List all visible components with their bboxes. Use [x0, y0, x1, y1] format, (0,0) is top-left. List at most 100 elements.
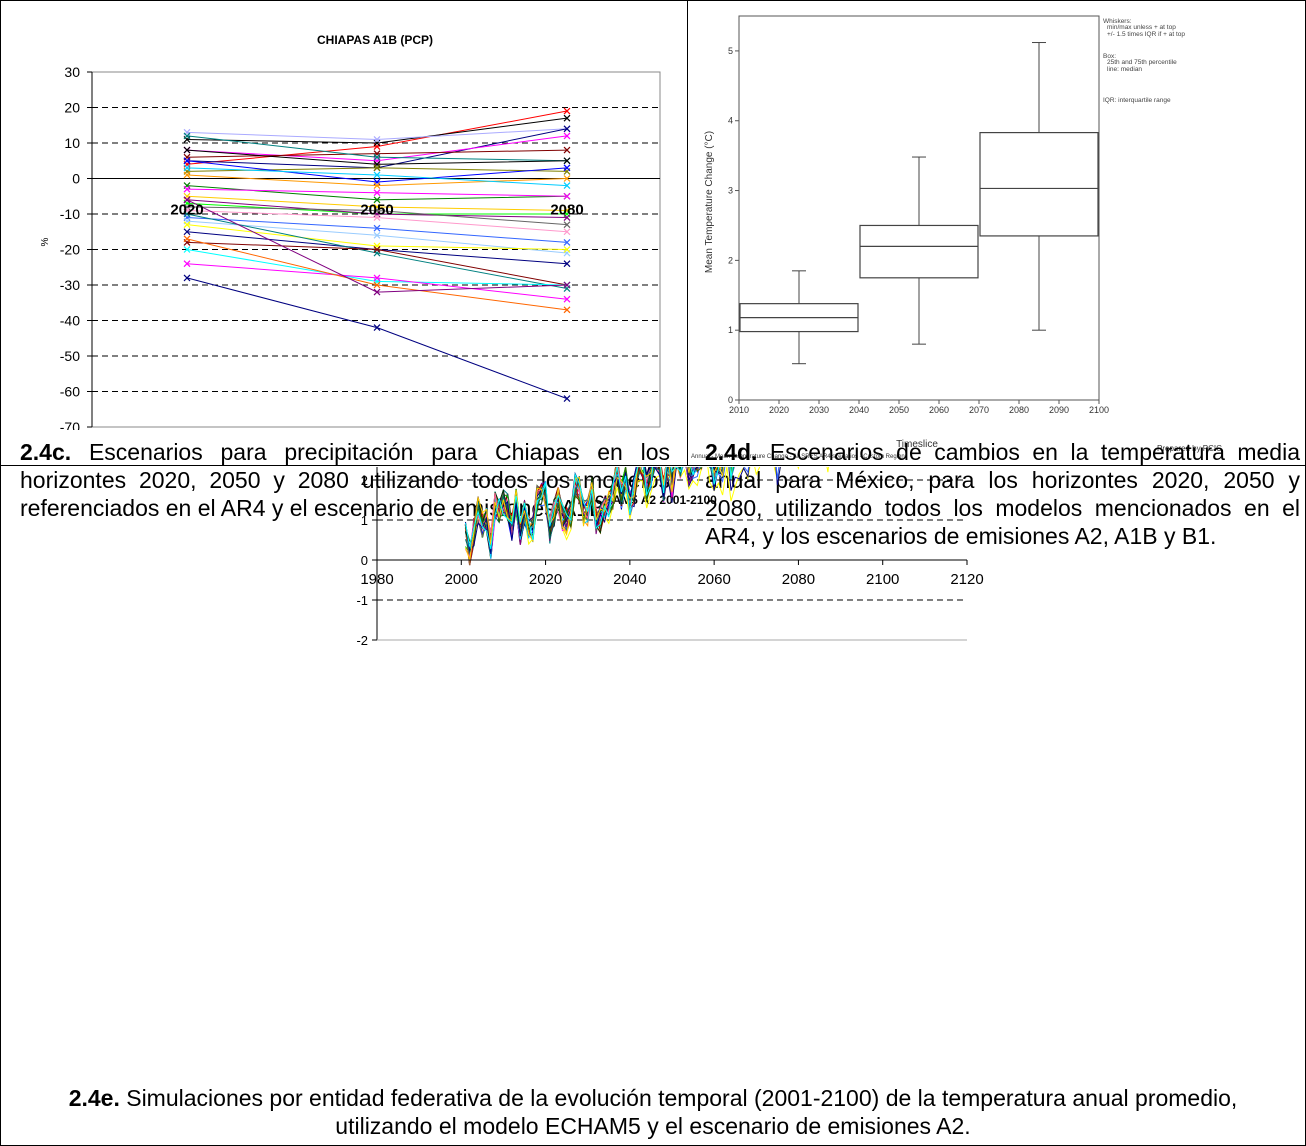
chart-d-ytick-label: 0: [728, 395, 733, 405]
chart-c-category-label: 2020: [170, 202, 203, 219]
chart-c-point: [183, 260, 191, 268]
chart-d: 2010 2020 2030 2040 2050 2060 2070 2080 2090 2100…: [691, 15, 1222, 460]
caption-d-text: Escenarios de cambios en la temperatura …: [705, 439, 1300, 549]
chart-c-category-label: 2080: [550, 202, 583, 219]
chart-d-xtick-label: 2060: [929, 405, 949, 415]
chart-d-legend-line: Box:: [1103, 53, 1116, 60]
chart-d-ytick-label: 1: [728, 325, 733, 335]
chart-d-xtick-label: 2090: [1049, 405, 1069, 415]
chart-e-series-line: [465, 467, 733, 550]
chart-c-point: [563, 125, 571, 133]
chart-e-xtick-label: 2120: [950, 571, 983, 588]
chart-c-point: [563, 107, 571, 115]
chart-d-ylabel: Mean Temperature Change (°C): [704, 131, 715, 273]
caption-c-label: 2.4c.: [20, 439, 72, 465]
chart-c-series-line: [186, 174, 568, 187]
chart-c-ytick-label: -60: [60, 384, 80, 400]
chart-c-point: [563, 306, 571, 314]
chart-c-point: [183, 146, 191, 154]
chart-c-point: [563, 182, 571, 190]
chart-c-ytick-label: 30: [64, 64, 80, 80]
chart-d-xtick-label: 2100: [1089, 405, 1109, 415]
chart-c-ytick-label: -20: [60, 242, 80, 258]
chart-c-point: [373, 288, 381, 296]
caption-e: 2.4e. Simulaciones por entidad federativ…: [40, 1084, 1266, 1140]
chart-c-point: [183, 246, 191, 253]
chart-c-point: [563, 114, 571, 122]
chart-e-xtick-label: 2020: [529, 571, 562, 588]
chart-d-xtick-label: 2040: [849, 405, 869, 415]
chart-c-point: [563, 260, 571, 268]
chart-c-point: [563, 295, 571, 303]
chart-d-legend-line: line: median: [1107, 66, 1142, 73]
chart-e-xtick-label: 2080: [782, 571, 815, 588]
chart-e-xtick-label: 1980: [360, 571, 393, 588]
chart-c-point: [183, 171, 191, 179]
chart-d-box: [979, 131, 1099, 237]
chart-d-legend-line: IQR: interquartile range: [1103, 97, 1171, 104]
chart-c-ytick-label: -40: [60, 313, 80, 329]
chart-c-point: [183, 274, 191, 282]
chart-c-point: [373, 274, 381, 282]
chart-d-xtick-label: 2070: [969, 405, 989, 415]
chart-d-xtick-label: 2080: [1009, 405, 1029, 415]
chart-e-xtick-label: 2040: [613, 571, 646, 588]
chart-c-series-line: [186, 128, 568, 140]
chart-c-category-label: 2050: [360, 202, 393, 219]
chart-c-point: [563, 164, 571, 172]
chart-c-point: [373, 324, 381, 332]
chart-c-ytick-label: 0: [72, 171, 80, 187]
chart-c-point: [563, 395, 571, 403]
chart-c-point: [373, 281, 381, 289]
caption-e-text: Simulaciones por entidad federativa de l…: [119, 1085, 1238, 1139]
chart-c-point: [373, 136, 381, 143]
chart-e-ytick-label: -1: [356, 593, 368, 608]
chart-c-point: [563, 175, 571, 182]
chart-e-xtick-label: 2060: [697, 571, 730, 588]
chart-e-ytick-label: 2: [361, 473, 368, 488]
chart-c-point: [183, 228, 191, 236]
chart-c-point: [563, 146, 571, 154]
chart-c-ytick-label: -30: [60, 277, 80, 293]
caption-d-label: 2.4d.: [705, 439, 758, 465]
chart-c-point: [563, 238, 571, 246]
chart-c-point: [373, 164, 381, 172]
chart-c-point: [183, 164, 191, 172]
chart-c-point: [563, 132, 571, 140]
chart-c-series-line: [186, 277, 568, 400]
chart-c-point: [373, 171, 381, 179]
chart-d-legend-line: +/- 1.5 times IQR if + at top: [1107, 31, 1185, 38]
chart-c-ytick-label: -70: [60, 419, 80, 430]
chart-d-xtick-label: 2010: [729, 405, 749, 415]
chart-c-ytick-label: 20: [64, 100, 80, 116]
chart-d-ytick-label: 5: [728, 46, 733, 56]
chart-d-xlabel: Timeslice: [896, 439, 938, 450]
chart-e-series-line: [465, 467, 732, 555]
caption-d: 2.4d. Escenarios de cambios en la temper…: [705, 438, 1300, 550]
chart-c-point: [373, 196, 381, 204]
chart-c-point: [373, 153, 381, 161]
chart-c-ytick-label: 10: [64, 135, 80, 151]
chart-c-title: CHIAPAS A1B (PCP): [317, 33, 433, 47]
chart-c-point: [563, 157, 571, 165]
chart-c-point: [373, 246, 381, 253]
chart-c-point: [373, 182, 381, 190]
chart-e: ECHAM5 A2 2001-2100 876543210-1-21980200…: [356, 467, 984, 648]
chart-e-xtick-label: 2000: [445, 571, 478, 588]
chart-c-point: [183, 210, 191, 218]
chart-c-point: [183, 196, 191, 204]
chart-d-plot-area: [738, 15, 1100, 401]
chart-c-point: [373, 214, 381, 221]
chart-c-point: [373, 207, 381, 214]
chart-d-xtick-label: 2050: [889, 405, 909, 415]
caption-c-text: Escenarios para precipitación para Chiap…: [20, 439, 670, 521]
chart-d-xtick-label: 2020: [769, 405, 789, 415]
chart-c-point: [183, 185, 191, 193]
chart-c-point: [563, 281, 571, 289]
chart-c-point: [563, 192, 571, 200]
chart-c-point: [563, 214, 571, 221]
chart-c-point: [183, 235, 191, 243]
chart-e-ytick-label: 1: [361, 513, 368, 528]
chart-d-footer-left: Annual - Mean Temperature Change - All S…: [691, 454, 905, 460]
chart-d-legend-line: Whiskers:: [1103, 18, 1132, 25]
